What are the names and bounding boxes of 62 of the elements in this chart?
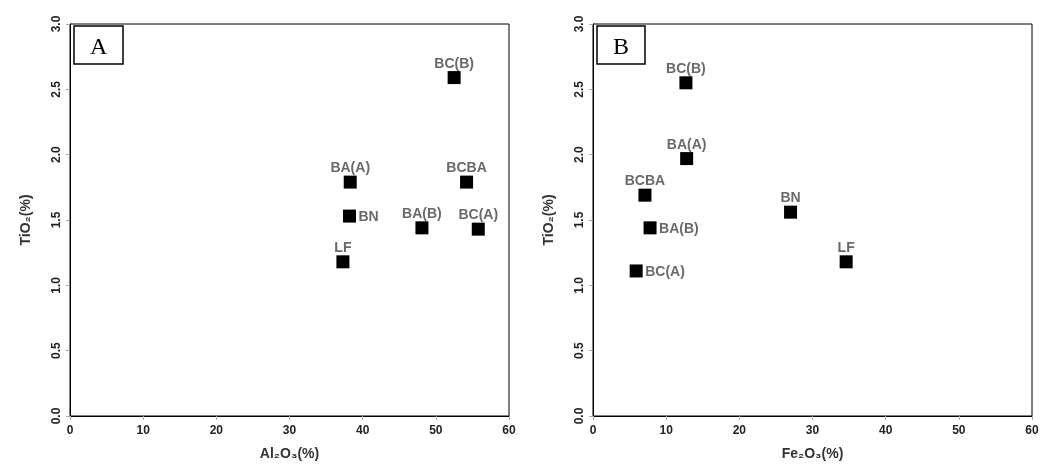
y-tick-label: 0.5: [572, 342, 586, 360]
point: [643, 221, 657, 235]
point: [679, 76, 693, 90]
annotation: BCBA: [446, 159, 487, 176]
annotation: BA(B): [659, 219, 699, 236]
y-tick-label: 1.0: [49, 276, 63, 294]
x-tick-label: 30: [805, 423, 820, 437]
y-axis-title: TiO₂(%): [17, 194, 33, 246]
x-tick-label: 50: [952, 423, 966, 437]
x-tick-label: 0: [589, 423, 597, 437]
annotation: LF: [334, 238, 352, 255]
x-tick-label: 50: [429, 423, 443, 437]
x-axis-title: Fe₂O₃(%): [781, 445, 844, 461]
annotation: BA(A): [666, 135, 707, 152]
annotation: BN: [358, 208, 379, 225]
x-tick-label: 30: [282, 423, 297, 437]
x-tick-label: 60: [502, 423, 516, 437]
point: [629, 264, 643, 278]
point: [447, 71, 461, 85]
y-tick-label: 0.0: [49, 407, 63, 425]
x-axis-title: Al₂O₃(%): [259, 445, 320, 461]
x-tick-label: 40: [355, 423, 370, 437]
x-tick-label: 20: [732, 423, 747, 437]
y-axis-title: TiO₂(%): [540, 194, 556, 246]
annotation: BC(A): [458, 206, 499, 223]
point: [415, 221, 429, 235]
point: [343, 209, 356, 223]
annotation: BC(B): [666, 59, 706, 76]
y-tick-label: 2.5: [572, 80, 586, 98]
x-tick-label: 20: [209, 423, 224, 437]
y-tick-label: 0.5: [49, 342, 63, 360]
y-tick-label: 2.0: [572, 146, 586, 164]
chart-title: A: [90, 33, 108, 59]
annotation: BN: [780, 189, 801, 206]
x-tick-label: 10: [659, 423, 674, 437]
annotation: LF: [837, 238, 856, 255]
chart-title: B: [613, 33, 630, 59]
y-tick-label: 3.0: [572, 15, 586, 33]
x-tick-label: 0: [66, 423, 74, 437]
y-tick-label: 1.5: [49, 211, 63, 229]
annotation: BC(A): [645, 262, 685, 279]
point: [336, 255, 350, 269]
y-tick-label: 1.0: [572, 276, 586, 294]
point: [839, 255, 853, 269]
y-tick-label: 0.0: [572, 407, 586, 425]
annotation: BA(B): [402, 204, 442, 221]
point: [460, 175, 474, 189]
y-tick-label: 3.0: [49, 15, 63, 33]
point: [784, 205, 798, 219]
point: [471, 222, 485, 236]
x-tick-label: 40: [878, 423, 893, 437]
point: [343, 175, 357, 189]
y-tick-label: 2.0: [49, 146, 63, 164]
y-tick-label: 1.5: [572, 211, 586, 229]
y-tick-label: 2.5: [49, 80, 63, 98]
point: [638, 188, 652, 202]
annotation: BC(B): [434, 54, 474, 71]
x-tick-label: 60: [1025, 423, 1039, 437]
x-tick-label: 10: [136, 423, 151, 437]
point: [680, 152, 694, 166]
annotation: BCBA: [624, 172, 666, 189]
annotation: BA(A): [330, 159, 371, 176]
